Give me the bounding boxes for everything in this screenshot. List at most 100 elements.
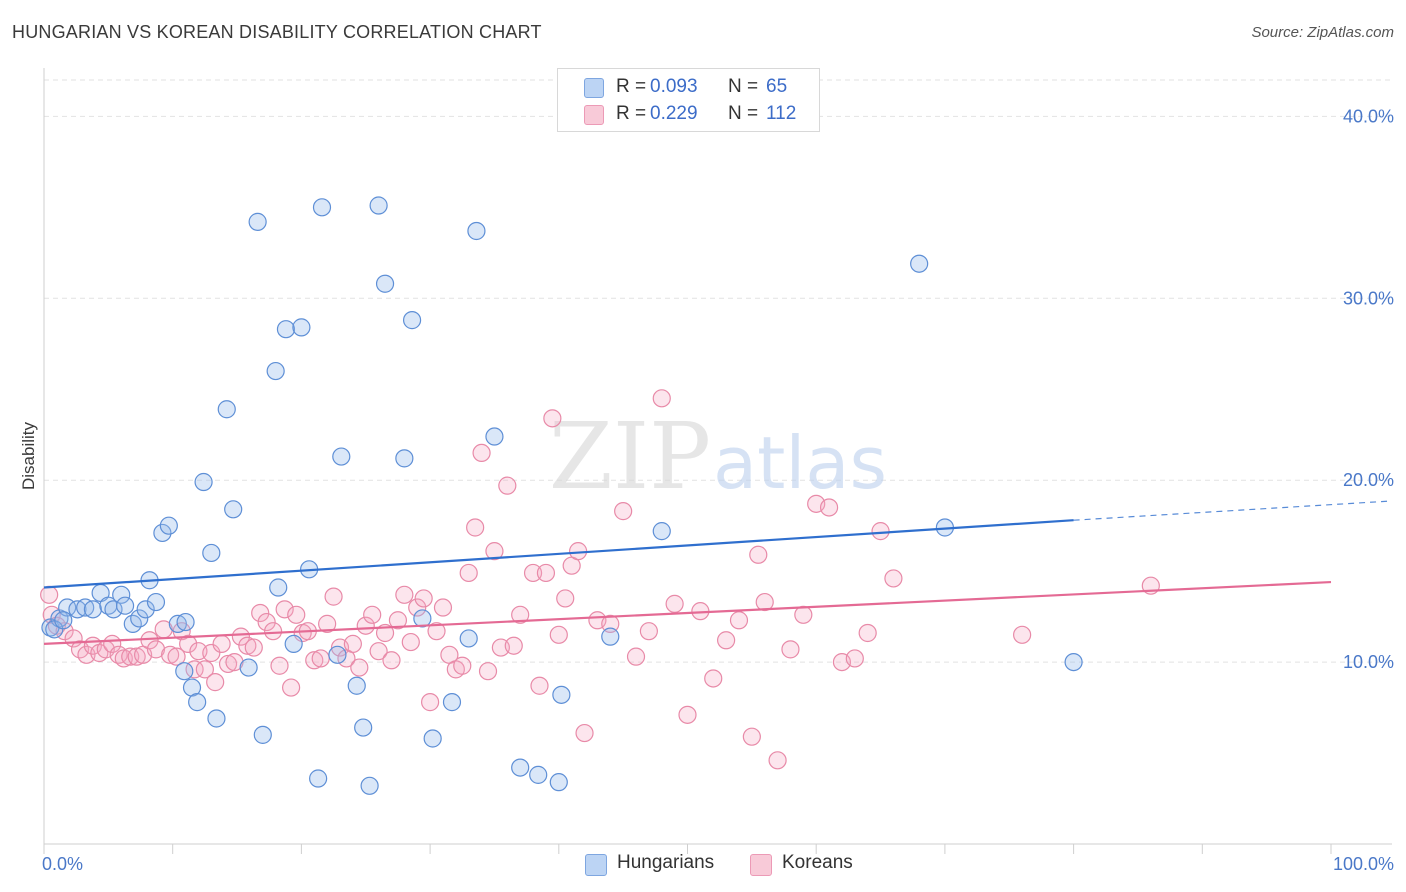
hungarian-point — [375, 274, 395, 293]
chart-title: HUNGARIAN VS KOREAN DISABILITY CORRELATI… — [12, 22, 542, 42]
hungarian-point — [347, 676, 366, 695]
korean-point — [146, 640, 166, 659]
korean-point — [343, 634, 362, 654]
korean-point — [350, 658, 369, 677]
korean-point — [395, 585, 414, 604]
korean-point — [845, 649, 864, 668]
hungarian-point — [176, 612, 195, 632]
korean-point — [231, 627, 251, 646]
legend-n-label: N = — [728, 103, 759, 124]
korean-point — [652, 389, 671, 408]
trend-lines — [43, 500, 1392, 646]
hungarian-point — [423, 729, 442, 748]
korean-point — [871, 522, 890, 541]
y-tick-label: 40.0% — [1343, 106, 1394, 126]
hungarian-point — [188, 693, 207, 712]
korean-point — [459, 563, 478, 583]
korean-point — [498, 476, 517, 495]
watermark-zip: ZIP — [549, 403, 711, 510]
hungarian-point — [552, 685, 571, 704]
korean-point — [206, 673, 225, 692]
hungarian-point — [202, 543, 221, 563]
korean-point — [257, 612, 276, 632]
watermark-atlas: atlas — [713, 421, 887, 505]
korean-point — [729, 611, 749, 630]
korean-point — [485, 542, 504, 561]
korean-point — [556, 589, 575, 608]
korean-point — [311, 649, 330, 668]
legend-row-koreans: R = 0.229 N = 112 — [558, 100, 819, 128]
hungarian-point — [276, 320, 296, 339]
korean-point — [453, 656, 472, 675]
hungarian-point — [292, 318, 311, 337]
hungarian-point — [217, 400, 236, 419]
hungarian-point — [549, 773, 568, 792]
legend-swatch-hungarians — [584, 78, 604, 98]
korean-point — [167, 647, 186, 666]
hungarian-point — [104, 600, 123, 619]
hungarian-point — [194, 472, 213, 492]
hungarian-point — [312, 198, 332, 217]
korean-point — [639, 622, 658, 641]
legend-n-label: N = — [728, 76, 759, 97]
legend-n-value: 112 — [766, 103, 797, 124]
korean-point — [218, 654, 238, 674]
korean-point — [742, 727, 761, 746]
hungarian-point — [459, 629, 478, 648]
korean-point — [614, 502, 633, 521]
korean-point — [717, 631, 736, 650]
korean-point — [858, 623, 877, 643]
korean-point — [427, 622, 446, 641]
korean-point — [401, 632, 420, 652]
hungarian-point — [652, 522, 671, 541]
hungarian-point — [402, 311, 422, 330]
hungarian-point — [309, 769, 328, 788]
korean-point — [523, 563, 543, 583]
hungarian-point — [175, 662, 194, 681]
hungarian-point — [511, 758, 530, 777]
hungarian-point — [207, 709, 226, 728]
korean-point — [549, 625, 568, 644]
korean-point — [369, 642, 388, 661]
hungarian-point — [467, 221, 486, 241]
korean-point — [755, 592, 774, 612]
hungarian-point — [413, 609, 432, 628]
korean-point — [324, 587, 343, 606]
korean-point — [704, 669, 723, 688]
hungarian-point — [112, 585, 131, 604]
korean-point — [504, 636, 523, 655]
hungarian-point — [146, 592, 166, 612]
korean-point — [511, 605, 530, 624]
korean-point — [665, 594, 684, 613]
legend-r-value: 0.093 — [650, 76, 698, 97]
korean-point — [536, 563, 556, 583]
y-tick-labels: 10.0% 20.0% 30.0% 40.0% — [1343, 106, 1394, 672]
bottom-legend: Hungarians Koreans — [0, 851, 1406, 879]
korean-trend-line — [43, 580, 1332, 646]
hungarian-point — [529, 765, 548, 784]
korean-point — [408, 598, 427, 617]
korean-point — [363, 605, 382, 624]
korean-point — [414, 589, 433, 608]
hungarian-point — [485, 427, 504, 446]
x-tick-label-max: 100.0% — [1333, 854, 1394, 874]
korean-point — [40, 585, 59, 604]
bottom-legend-swatch-koreans — [750, 854, 772, 876]
korean-point — [388, 611, 408, 630]
korean-point — [575, 723, 594, 743]
hungarian-point — [115, 596, 135, 615]
korean-point — [819, 498, 839, 517]
korean-point — [238, 636, 257, 655]
bottom-legend-label-koreans: Koreans — [782, 852, 853, 873]
hungarian-point — [328, 645, 347, 664]
bottom-legend-swatch-hungarians — [585, 854, 607, 876]
hungarian-point — [910, 254, 929, 273]
hungarian-point — [130, 609, 149, 628]
korean-point — [472, 443, 491, 463]
legend-row-hungarians: R = 0.093 N = 65 — [558, 73, 819, 101]
korean-point — [530, 676, 549, 695]
korean-point — [251, 603, 270, 623]
legend-r-label: R = — [616, 76, 647, 97]
korean-point — [195, 660, 214, 679]
hungarian-point — [284, 634, 303, 654]
